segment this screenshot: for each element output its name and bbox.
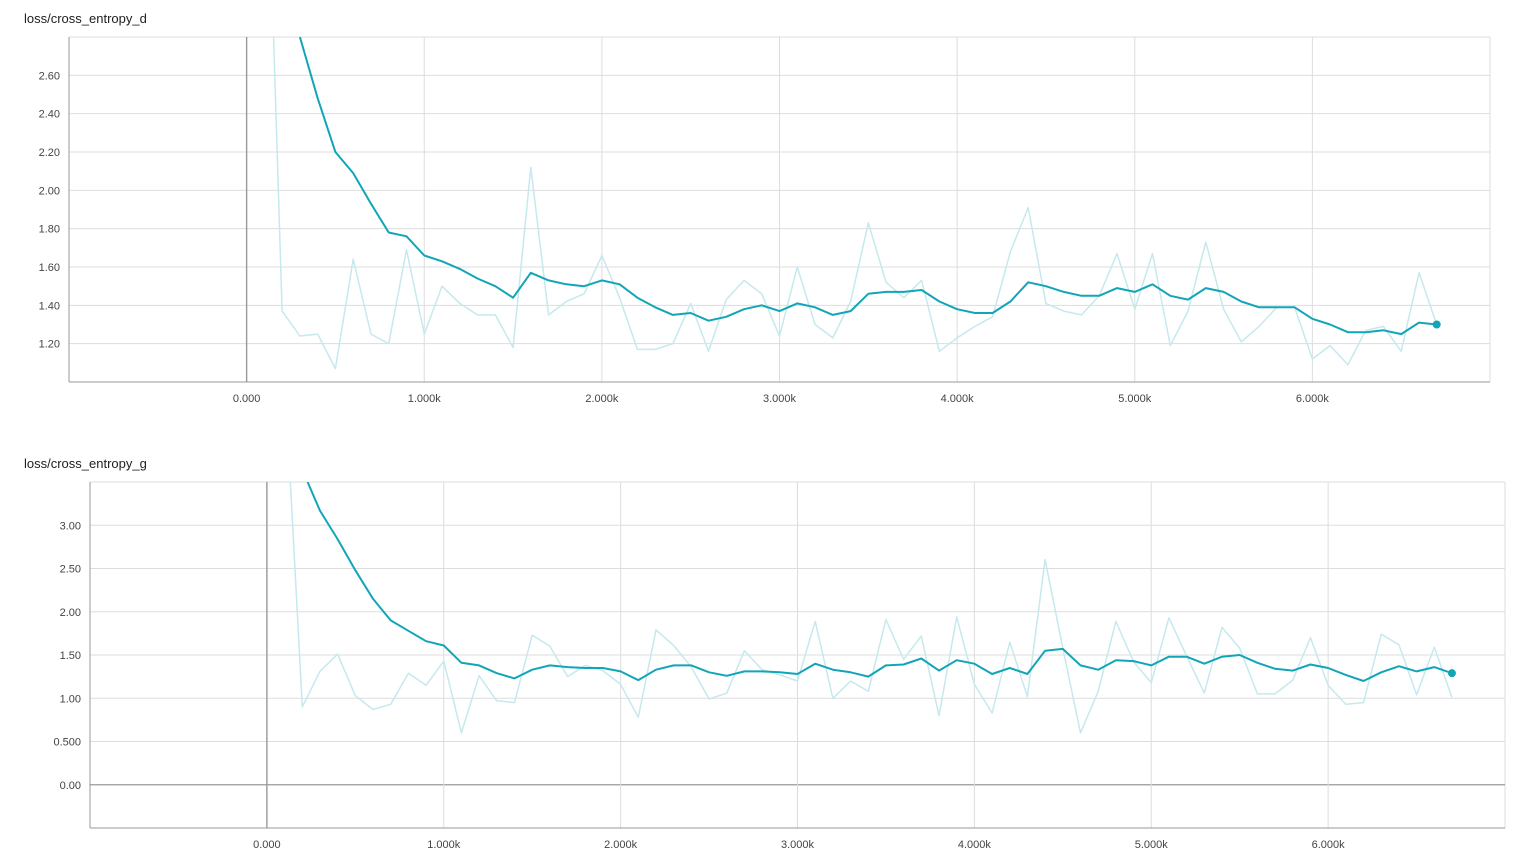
x-tick-label: 0.000 — [233, 393, 261, 405]
y-tick-label: 0.00 — [60, 780, 81, 792]
y-tick-label: 2.00 — [39, 185, 60, 197]
x-tick-label: 5.000k — [1118, 393, 1152, 405]
series-line-smoothed — [306, 482, 1453, 682]
y-tick-label: 0.500 — [53, 737, 81, 749]
x-tick-label: 6.000k — [1296, 393, 1330, 405]
series-endpoint-marker — [1447, 669, 1456, 678]
chart-title: loss/cross_entropy_d — [24, 11, 147, 26]
x-tick-label: 4.000k — [958, 839, 992, 851]
y-tick-label: 1.80 — [39, 224, 60, 236]
y-tick-label: 2.50 — [60, 564, 81, 576]
y-tick-label: 3.00 — [60, 520, 81, 532]
x-tick-label: 3.000k — [781, 839, 815, 851]
y-tick-label: 1.60 — [39, 262, 60, 274]
y-tick-label: 1.50 — [60, 650, 81, 662]
series-line-raw — [272, 37, 1438, 370]
series-line-raw — [289, 482, 1453, 734]
series-line-smoothed — [298, 37, 1437, 336]
x-tick-label: 1.000k — [408, 393, 442, 405]
x-tick-label: 2.000k — [585, 393, 619, 405]
x-tick-label: 2.000k — [604, 839, 638, 851]
x-tick-label: 6.000k — [1312, 839, 1346, 851]
chart-plot-g[interactable]: 0.00 0.500 1.00 1.50 2.00 2.50 3.00 0.000 1.000k… — [0, 440, 1521, 858]
y-tick-label: 1.20 — [39, 339, 60, 351]
x-tick-label: 1.000k — [427, 839, 461, 851]
y-tick-label: 2.40 — [39, 109, 60, 121]
x-tick-label: 4.000k — [941, 393, 975, 405]
x-tick-label: 3.000k — [763, 393, 797, 405]
chart-title: loss/cross_entropy_g — [24, 456, 147, 471]
x-tick-label: 0.000 — [253, 839, 281, 851]
y-tick-label: 2.20 — [39, 147, 60, 159]
y-tick-label: 2.00 — [60, 607, 81, 619]
y-tick-label: 1.40 — [39, 300, 60, 312]
y-tick-label: 1.00 — [60, 693, 81, 705]
series-endpoint-marker — [1432, 320, 1441, 329]
y-tick-label: 2.60 — [39, 70, 60, 82]
chart-plot-d[interactable]: 1.20 1.40 1.60 1.80 2.00 2.20 2.40 2.60 0.000 1.0… — [0, 0, 1521, 420]
x-tick-label: 5.000k — [1135, 839, 1169, 851]
